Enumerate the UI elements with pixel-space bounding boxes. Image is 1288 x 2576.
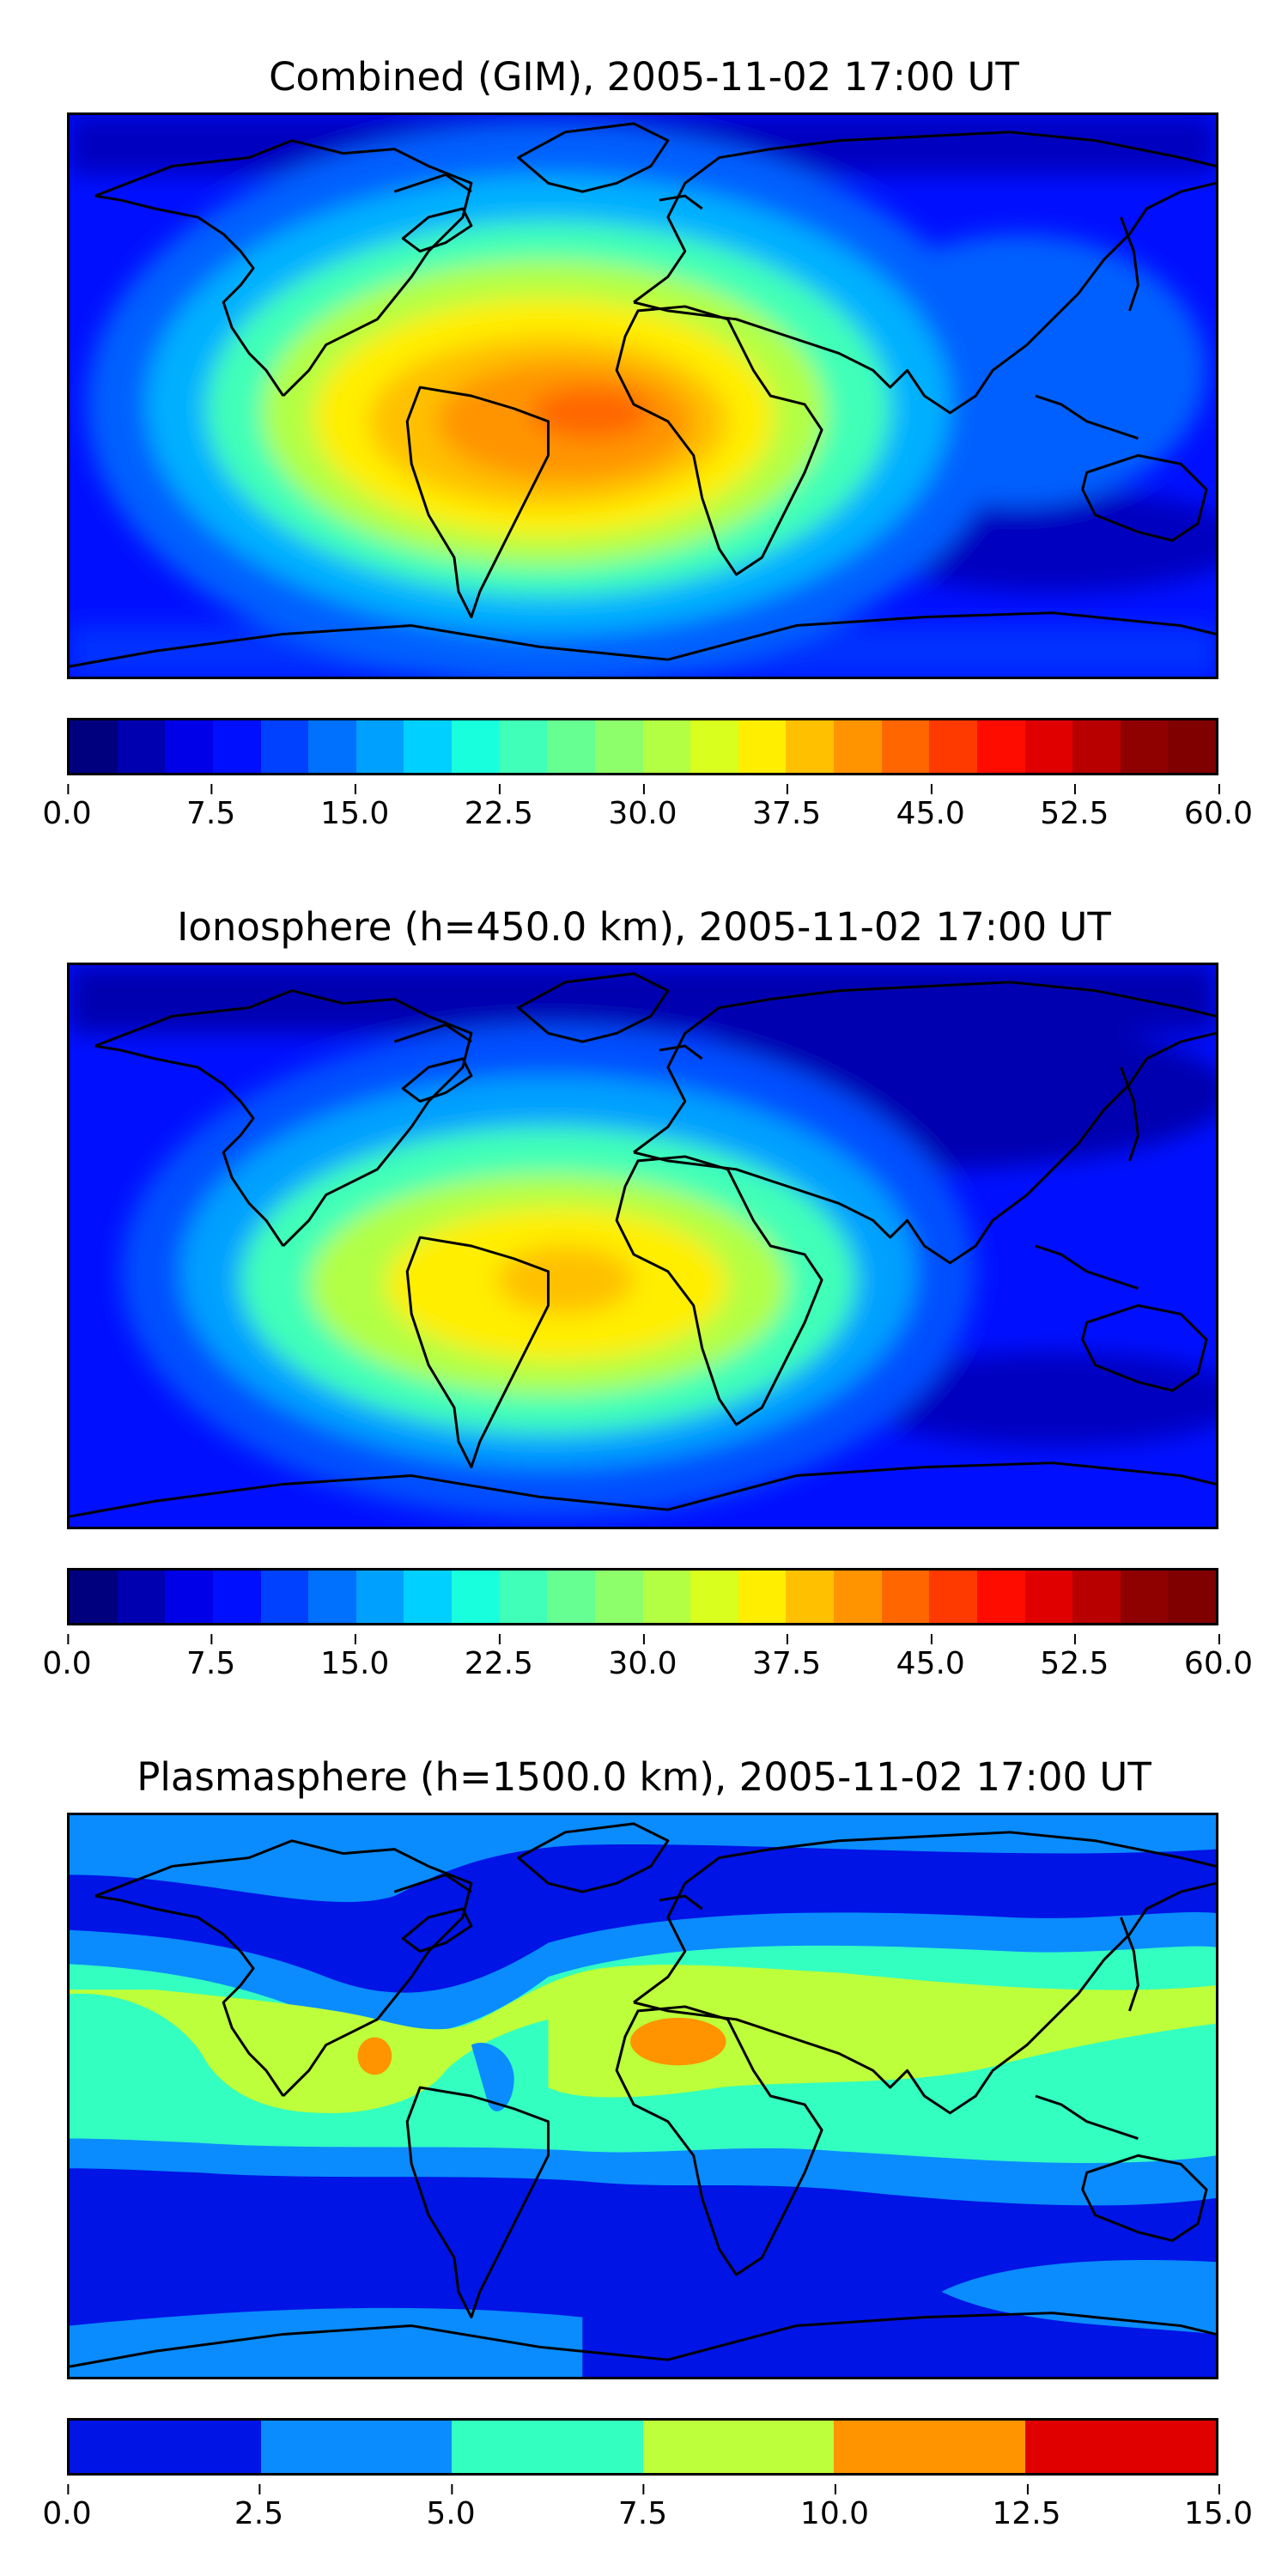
colorbar-segment [547, 1571, 595, 1623]
colorbar-segment [499, 720, 548, 773]
coastlines [70, 972, 1216, 1518]
colorbar-tick: 45.0 [896, 784, 965, 831]
colorbar-segment [1120, 720, 1169, 773]
colorbar-segment [1168, 720, 1216, 773]
colorbar-segment [308, 720, 356, 773]
colorbar-tick: 52.5 [1040, 784, 1109, 831]
panel-title-ionosphere: Ionosphere (h=450.0 km), 2005-11-02 17:0… [177, 904, 1111, 950]
colorbar-ticks-ionosphere: 0.0 7.5 15.0 22.5 30.0 37.5 45.0 52.5 60… [42, 1634, 1253, 1697]
colorbar-tick: 15.0 [1183, 2484, 1254, 2531]
colorbar-tick: 7.5 [185, 784, 236, 831]
colorbar-segment [1024, 2421, 1216, 2473]
colorbar-ticks-combined: 0.0 7.5 15.0 22.5 30.0 37.5 45.0 52.5 60… [42, 784, 1253, 847]
colorbar-segment [1120, 1571, 1169, 1623]
panel-title-combined: Combined (GIM), 2005-11-02 17:00 UT [269, 54, 1019, 100]
tec-contour-map-combined [70, 115, 1216, 677]
colorbar-tick: 5.0 [426, 2484, 476, 2531]
colorbar-segment [117, 720, 166, 773]
colorbar-segment [881, 720, 930, 773]
colorbar-segment [738, 1571, 787, 1623]
colorbar-segment [70, 2421, 261, 2473]
colorbar-combined [67, 718, 1218, 775]
colorbar-segment [260, 720, 309, 773]
colorbar-tick: 15.0 [320, 1634, 390, 1681]
map-combined [67, 112, 1218, 679]
colorbar-segment [881, 1571, 930, 1623]
colorbar-tick: 52.5 [1040, 1634, 1109, 1681]
colorbar-tick: 30.0 [608, 1634, 677, 1681]
colorbar-segment [452, 2421, 643, 2473]
colorbar-plasmasphere [67, 2418, 1218, 2476]
colorbar-segment [976, 1571, 1025, 1623]
colorbar-segment [786, 720, 834, 773]
map-plasmasphere [67, 1813, 1218, 2379]
colorbar-segment [355, 1571, 404, 1623]
colorbar-segment [547, 720, 595, 773]
tec-contour-map-ionosphere [70, 965, 1216, 1527]
colorbar-segment [834, 1571, 882, 1623]
colorbar-segment [690, 720, 738, 773]
colorbar-segment [165, 1571, 213, 1623]
colorbar-segment [1168, 1571, 1216, 1623]
colorbar-tick: 2.5 [234, 2484, 284, 2531]
colorbar-segment [642, 720, 691, 773]
colorbar-segment [642, 2421, 834, 2473]
colorbar-segment [212, 1571, 261, 1623]
colorbar-tick: 0.0 [42, 1634, 92, 1681]
map-ionosphere [67, 963, 1218, 1529]
colorbar-tick: 0.0 [42, 784, 92, 831]
colorbar-tick: 30.0 [608, 784, 677, 831]
colorbar-tick: 10.0 [799, 2484, 870, 2531]
colorbar-tick: 45.0 [896, 1634, 965, 1681]
colorbar-segment [499, 1571, 548, 1623]
colorbar-segment [452, 720, 500, 773]
colorbar-segment [70, 720, 118, 773]
colorbar-segment [594, 1571, 643, 1623]
colorbar-segment [1072, 720, 1121, 773]
colorbar-segment [642, 1571, 691, 1623]
colorbar-segment [690, 1571, 738, 1623]
coastlines [70, 1822, 1216, 2368]
colorbar-segment [308, 1571, 356, 1623]
colorbar-segment [452, 1571, 500, 1623]
colorbar-segment [834, 720, 882, 773]
colorbar-segment [1024, 1571, 1073, 1623]
panel-title-plasmasphere: Plasmasphere (h=1500.0 km), 2005-11-02 1… [137, 1754, 1151, 1800]
colorbar-segment [929, 720, 977, 773]
tec-contour-map-plasmasphere [70, 1815, 1216, 2377]
coastlines [70, 122, 1216, 668]
colorbar-segment [212, 720, 261, 773]
colorbar-tick: 15.0 [320, 784, 390, 831]
colorbar-segment [976, 720, 1025, 773]
colorbar-segment [165, 720, 213, 773]
colorbar-segment [594, 720, 643, 773]
colorbar-segment [786, 1571, 834, 1623]
colorbar-tick: 7.5 [617, 2484, 668, 2531]
colorbar-segment [355, 720, 404, 773]
colorbar-ticks-plasmasphere: 0.0 2.5 5.0 7.5 10.0 12.5 15.0 [42, 2484, 1253, 2547]
colorbar-segment [1072, 1571, 1121, 1623]
colorbar-segment [260, 2421, 452, 2473]
colorbar-ionosphere [67, 1568, 1218, 1625]
colorbar-tick: 60.0 [1183, 1634, 1254, 1681]
colorbar-segment [70, 1571, 118, 1623]
colorbar-segment [929, 1571, 977, 1623]
colorbar-segment [1024, 720, 1073, 773]
colorbar-tick: 22.5 [464, 1634, 533, 1681]
colorbar-tick: 37.5 [752, 1634, 822, 1681]
colorbar-tick: 7.5 [185, 1634, 236, 1681]
colorbar-tick: 22.5 [464, 784, 533, 831]
colorbar-segment [117, 1571, 166, 1623]
colorbar-tick: 60.0 [1183, 784, 1254, 831]
colorbar-tick: 0.0 [42, 2484, 92, 2531]
colorbar-segment [404, 720, 452, 773]
colorbar-segment [260, 1571, 309, 1623]
colorbar-segment [738, 720, 787, 773]
colorbar-segment [834, 2421, 1025, 2473]
colorbar-tick: 37.5 [752, 784, 822, 831]
colorbar-tick: 12.5 [992, 2484, 1061, 2531]
colorbar-segment [404, 1571, 452, 1623]
